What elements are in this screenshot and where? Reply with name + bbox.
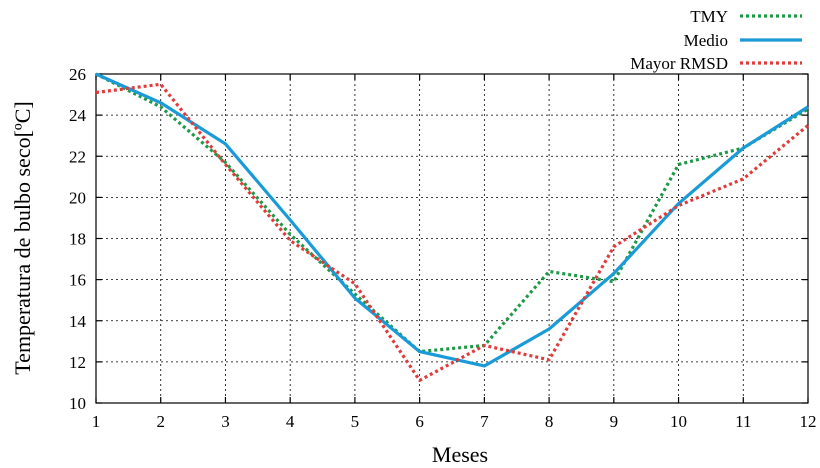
y-tick-label: 12 xyxy=(69,353,86,372)
y-tick-label: 14 xyxy=(69,312,87,331)
y-axis-title: Temperatura de bulbo seco[ºC] xyxy=(10,101,35,374)
x-tick-label: 2 xyxy=(156,412,165,431)
x-tick-label: 7 xyxy=(480,412,489,431)
legend-label: TMY xyxy=(690,7,728,26)
x-tick-label: 12 xyxy=(800,412,817,431)
x-tick-label: 3 xyxy=(221,412,230,431)
x-tick-label: 1 xyxy=(92,412,101,431)
legend-label: Medio xyxy=(684,31,728,50)
grid-lines xyxy=(96,74,808,403)
x-tick-label: 6 xyxy=(415,412,424,431)
x-tick-label: 9 xyxy=(610,412,619,431)
x-tick-label: 10 xyxy=(670,412,687,431)
series-line-medio xyxy=(95,72,809,368)
y-tick-label: 26 xyxy=(69,65,86,84)
x-axis-title: Meses xyxy=(432,442,488,467)
y-tick-label: 18 xyxy=(69,230,86,249)
y-tick-label: 20 xyxy=(69,188,86,207)
y-tick-label: 22 xyxy=(69,147,86,166)
series-line-mayor-rmsd xyxy=(95,82,810,382)
y-tick-label: 24 xyxy=(69,106,87,125)
series-line-tmy xyxy=(95,72,809,354)
legend: TMY Medio Mayor RMSD xyxy=(630,7,802,73)
x-tick-label: 4 xyxy=(286,412,295,431)
x-tick-label: 5 xyxy=(351,412,360,431)
legend-label: Mayor RMSD xyxy=(630,54,728,73)
x-tick-label: 8 xyxy=(545,412,554,431)
y-tick-label: 10 xyxy=(69,394,86,413)
y-tick-label: 16 xyxy=(69,271,86,290)
data-series xyxy=(95,72,810,382)
x-tick-label: 11 xyxy=(735,412,751,431)
